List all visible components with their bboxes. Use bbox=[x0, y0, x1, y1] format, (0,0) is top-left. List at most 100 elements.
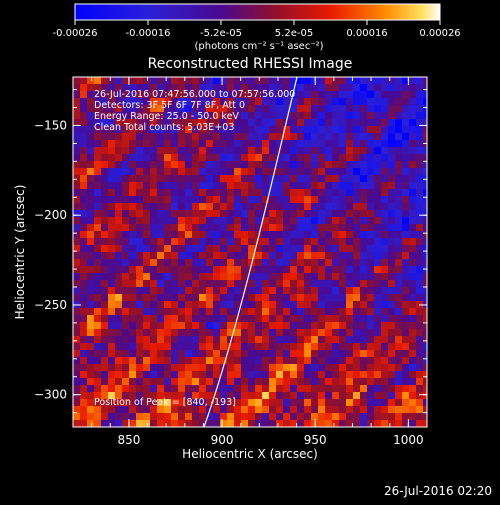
image-pixel bbox=[101, 343, 109, 351]
image-pixel bbox=[122, 420, 130, 427]
image-pixel bbox=[367, 238, 375, 246]
image-pixel bbox=[122, 210, 130, 218]
image-pixel bbox=[227, 315, 235, 323]
image-pixel bbox=[353, 294, 361, 302]
image-pixel bbox=[248, 91, 256, 99]
image-pixel bbox=[255, 161, 263, 169]
image-pixel bbox=[269, 119, 277, 127]
image-pixel bbox=[353, 126, 361, 134]
image-pixel bbox=[164, 84, 172, 92]
image-pixel bbox=[255, 210, 263, 218]
image-pixel bbox=[318, 252, 326, 260]
image-pixel bbox=[318, 399, 326, 407]
image-pixel bbox=[206, 364, 214, 372]
image-pixel bbox=[248, 245, 256, 253]
image-pixel bbox=[311, 175, 319, 183]
image-pixel bbox=[423, 105, 427, 113]
image-pixel bbox=[227, 133, 235, 141]
image-pixel bbox=[80, 273, 88, 281]
image-pixel bbox=[192, 98, 200, 106]
image-pixel bbox=[402, 168, 410, 176]
image-pixel bbox=[416, 105, 424, 113]
image-pixel bbox=[388, 224, 396, 232]
image-pixel bbox=[73, 105, 81, 113]
image-pixel bbox=[206, 343, 214, 351]
image-pixel bbox=[255, 266, 263, 274]
image-pixel bbox=[395, 350, 403, 358]
image-pixel bbox=[262, 350, 270, 358]
image-pixel bbox=[150, 112, 158, 120]
image-pixel bbox=[108, 378, 116, 386]
image-pixel bbox=[248, 224, 256, 232]
image-pixel bbox=[199, 420, 207, 427]
image-pixel bbox=[283, 91, 291, 99]
image-pixel bbox=[241, 91, 249, 99]
image-pixel bbox=[304, 385, 312, 393]
image-pixel bbox=[262, 140, 270, 148]
image-pixel bbox=[388, 399, 396, 407]
image-pixel bbox=[136, 315, 144, 323]
image-pixel bbox=[381, 154, 389, 162]
image-pixel bbox=[227, 392, 235, 400]
image-pixel bbox=[94, 161, 102, 169]
image-pixel bbox=[402, 182, 410, 190]
image-pixel bbox=[171, 140, 179, 148]
rhessi-image bbox=[73, 77, 427, 427]
image-pixel bbox=[318, 336, 326, 344]
image-pixel bbox=[178, 350, 186, 358]
image-pixel bbox=[164, 343, 172, 351]
image-pixel bbox=[276, 77, 284, 85]
image-pixel bbox=[171, 301, 179, 309]
image-pixel bbox=[220, 273, 228, 281]
image-pixel bbox=[353, 280, 361, 288]
image-pixel bbox=[192, 252, 200, 260]
image-pixel bbox=[157, 413, 165, 421]
image-pixel bbox=[423, 182, 427, 190]
image-pixel bbox=[318, 371, 326, 379]
image-pixel bbox=[423, 133, 427, 141]
image-pixel bbox=[395, 238, 403, 246]
image-pixel bbox=[108, 420, 116, 427]
image-pixel bbox=[87, 420, 95, 427]
image-pixel bbox=[325, 315, 333, 323]
image-pixel bbox=[206, 84, 214, 92]
image-pixel bbox=[164, 301, 172, 309]
image-pixel bbox=[360, 378, 368, 386]
image-pixel bbox=[192, 364, 200, 372]
image-pixel bbox=[346, 231, 354, 239]
image-pixel bbox=[374, 315, 382, 323]
image-pixel bbox=[234, 357, 242, 365]
image-pixel bbox=[94, 147, 102, 155]
image-pixel bbox=[101, 77, 109, 85]
image-pixel bbox=[150, 371, 158, 379]
image-pixel bbox=[206, 350, 214, 358]
image-pixel bbox=[269, 315, 277, 323]
image-pixel bbox=[290, 273, 298, 281]
image-pixel bbox=[248, 154, 256, 162]
image-pixel bbox=[227, 350, 235, 358]
image-pixel bbox=[332, 406, 340, 414]
image-pixel bbox=[318, 84, 326, 92]
image-pixel bbox=[108, 343, 116, 351]
image-pixel bbox=[80, 252, 88, 260]
image-pixel bbox=[311, 91, 319, 99]
image-pixel bbox=[388, 322, 396, 330]
image-pixel bbox=[416, 273, 424, 281]
image-pixel bbox=[402, 147, 410, 155]
image-pixel bbox=[311, 322, 319, 330]
image-pixel bbox=[108, 168, 116, 176]
image-pixel bbox=[164, 196, 172, 204]
image-pixel bbox=[346, 273, 354, 281]
x-tick-label: 900 bbox=[211, 433, 234, 447]
image-pixel bbox=[199, 329, 207, 337]
image-pixel bbox=[360, 161, 368, 169]
image-pixel bbox=[248, 371, 256, 379]
image-pixel bbox=[227, 273, 235, 281]
image-pixel bbox=[227, 203, 235, 211]
image-pixel bbox=[346, 350, 354, 358]
image-pixel bbox=[353, 399, 361, 407]
image-pixel bbox=[318, 203, 326, 211]
image-pixel bbox=[73, 336, 81, 344]
image-pixel bbox=[185, 266, 193, 274]
image-pixel bbox=[157, 322, 165, 330]
